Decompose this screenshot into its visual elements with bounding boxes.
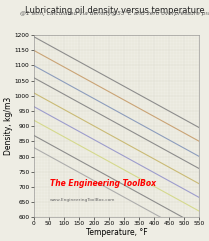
Text: www.EngineeringToolBox.com: www.EngineeringToolBox.com <box>50 198 116 202</box>
Text: The Engineering ToolBox: The Engineering ToolBox <box>50 179 156 188</box>
Text: @1 atm, calculated via density@55°C and zero overpressure p₅₀: @1 atm, calculated via density@55°C and … <box>20 11 209 16</box>
X-axis label: Temperature, °F: Temperature, °F <box>86 228 147 237</box>
Text: Lubricating oil density versus temperature: Lubricating oil density versus temperatu… <box>25 6 205 15</box>
Y-axis label: Density, kg/m3: Density, kg/m3 <box>4 97 13 155</box>
